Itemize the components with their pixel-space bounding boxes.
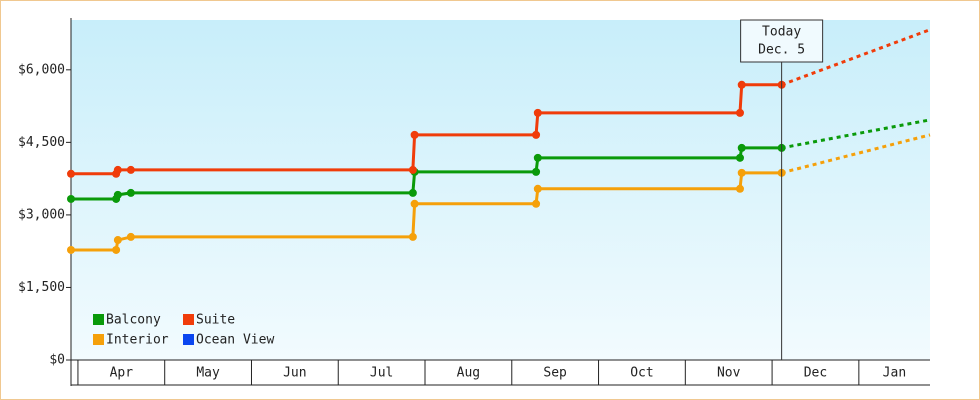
point [67,169,75,178]
x-tick-label: Apr [110,366,134,381]
point [410,130,419,139]
point [408,232,417,241]
legend-label: Suite [196,313,235,328]
point [533,108,542,117]
plot-area [71,20,930,360]
x-tick-label: Oct [630,366,653,381]
point [532,199,541,208]
point [126,232,135,241]
x-tick-label: Dec [804,366,827,381]
legend-label: Ocean View [196,333,274,348]
point [126,165,135,174]
point [532,167,541,176]
point [533,153,542,162]
legend-swatch [93,314,104,325]
forecast-line [781,28,931,87]
today-label: Dec. 5 [758,43,805,58]
y-tick-label: $0 [49,353,65,368]
forecast-line [781,118,931,150]
today-label: Today [762,25,801,40]
legend-label: Balcony [106,313,161,328]
today-box [740,19,824,63]
x-tick-label: May [196,366,220,381]
point [112,245,121,254]
x-tick-label: Jun [283,366,306,381]
point [735,108,744,117]
point [113,236,122,245]
point [113,190,122,199]
point [126,188,135,197]
point [67,194,75,203]
point [737,80,746,89]
point [408,165,417,174]
point [735,153,744,162]
forecast-line [781,133,931,175]
point [67,245,75,254]
legend-swatch [183,334,194,345]
y-tick-label: $3,000 [18,207,65,222]
legend-swatch [183,314,194,325]
y-tick-label: $1,500 [18,280,65,295]
x-tick-label: Aug [457,366,480,381]
point [533,184,542,193]
x-tick-label: Jan [883,366,906,381]
x-tick-label: Jul [370,366,393,381]
point [410,199,419,208]
legend-label: Interior [106,333,169,348]
legend-swatch [93,334,104,345]
x-tick-label: Sep [543,366,567,381]
point [735,184,744,193]
point [532,130,541,139]
x-tick-label: Nov [717,366,741,381]
point [113,165,122,174]
y-tick-label: $6,000 [18,62,65,77]
point [737,168,746,177]
y-tick-label: $4,500 [18,135,65,150]
point [737,143,746,152]
point [408,188,417,197]
